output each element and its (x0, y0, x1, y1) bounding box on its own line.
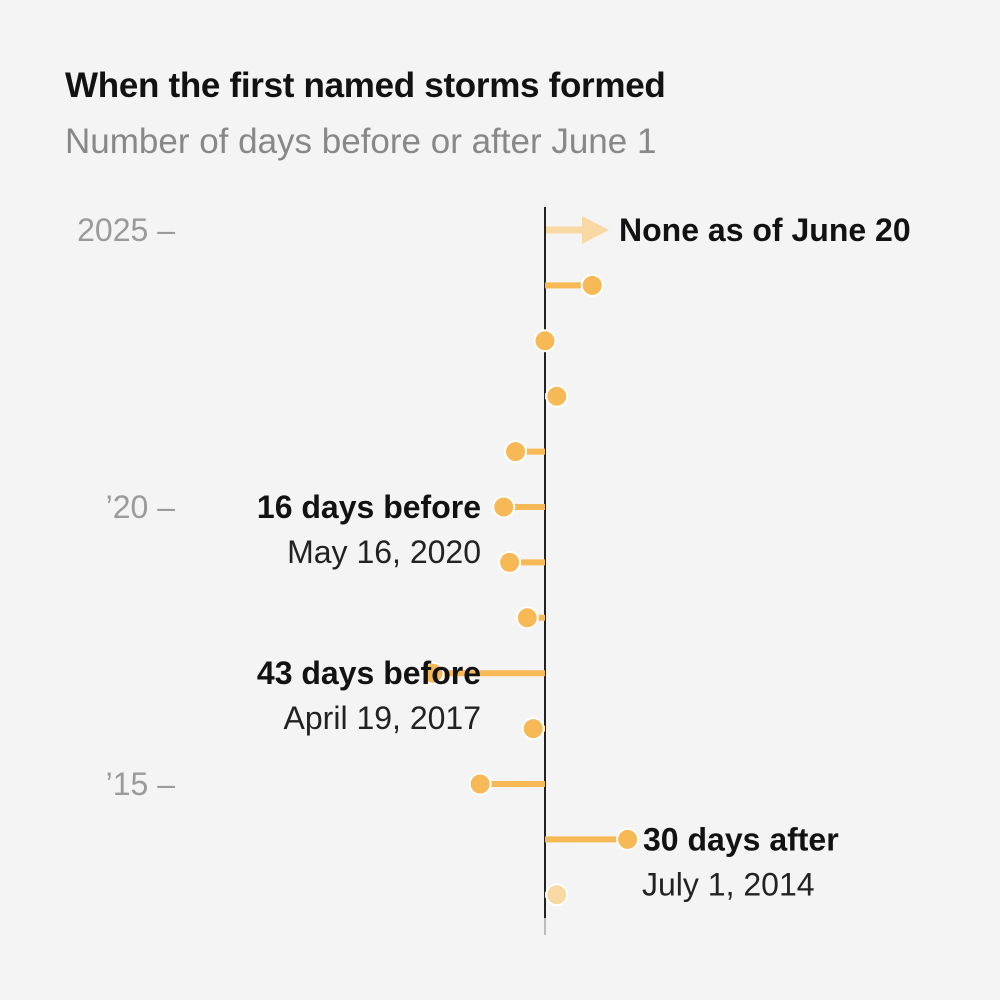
point-2021 (504, 440, 527, 464)
y-tick-label-2015: ’15 – (106, 766, 176, 802)
point-2016 (521, 717, 545, 741)
pending-arrow-head-2025 (582, 216, 609, 244)
point-2017 (421, 661, 445, 685)
point-2020 (492, 495, 516, 519)
point-2018 (515, 606, 539, 630)
point-2013 (545, 883, 569, 907)
annotation-date-2014: July 1, 2014 (642, 866, 815, 902)
y-tick-label-2020: ’20 – (106, 489, 176, 525)
point-2019 (498, 550, 522, 574)
point-2024 (580, 273, 604, 297)
annotation-title-2014: 30 days after (643, 821, 839, 857)
point-2023 (533, 329, 557, 353)
point-2022 (545, 384, 569, 408)
y-axis-ticks: 2025 – ’20 – ’15 – (77, 212, 175, 802)
annotation-title-2017: 43 days before (257, 655, 481, 691)
annotation-title-2020: 16 days before (257, 489, 481, 525)
annotation-title-2025: None as of June 20 (619, 212, 911, 248)
point-2015 (468, 772, 492, 796)
annotations: None as of June 20 16 days before May 16, … (257, 212, 911, 902)
data-marks (421, 216, 640, 907)
point-2014 (616, 827, 640, 851)
y-tick-label-2025: 2025 – (77, 212, 175, 248)
chart-subtitle: Number of days before or after June 1 (65, 122, 657, 161)
annotation-date-2020: May 16, 2020 (287, 534, 481, 570)
chart-title: When the first named storms formed (65, 66, 666, 105)
annotation-date-2017: April 19, 2017 (284, 700, 481, 736)
